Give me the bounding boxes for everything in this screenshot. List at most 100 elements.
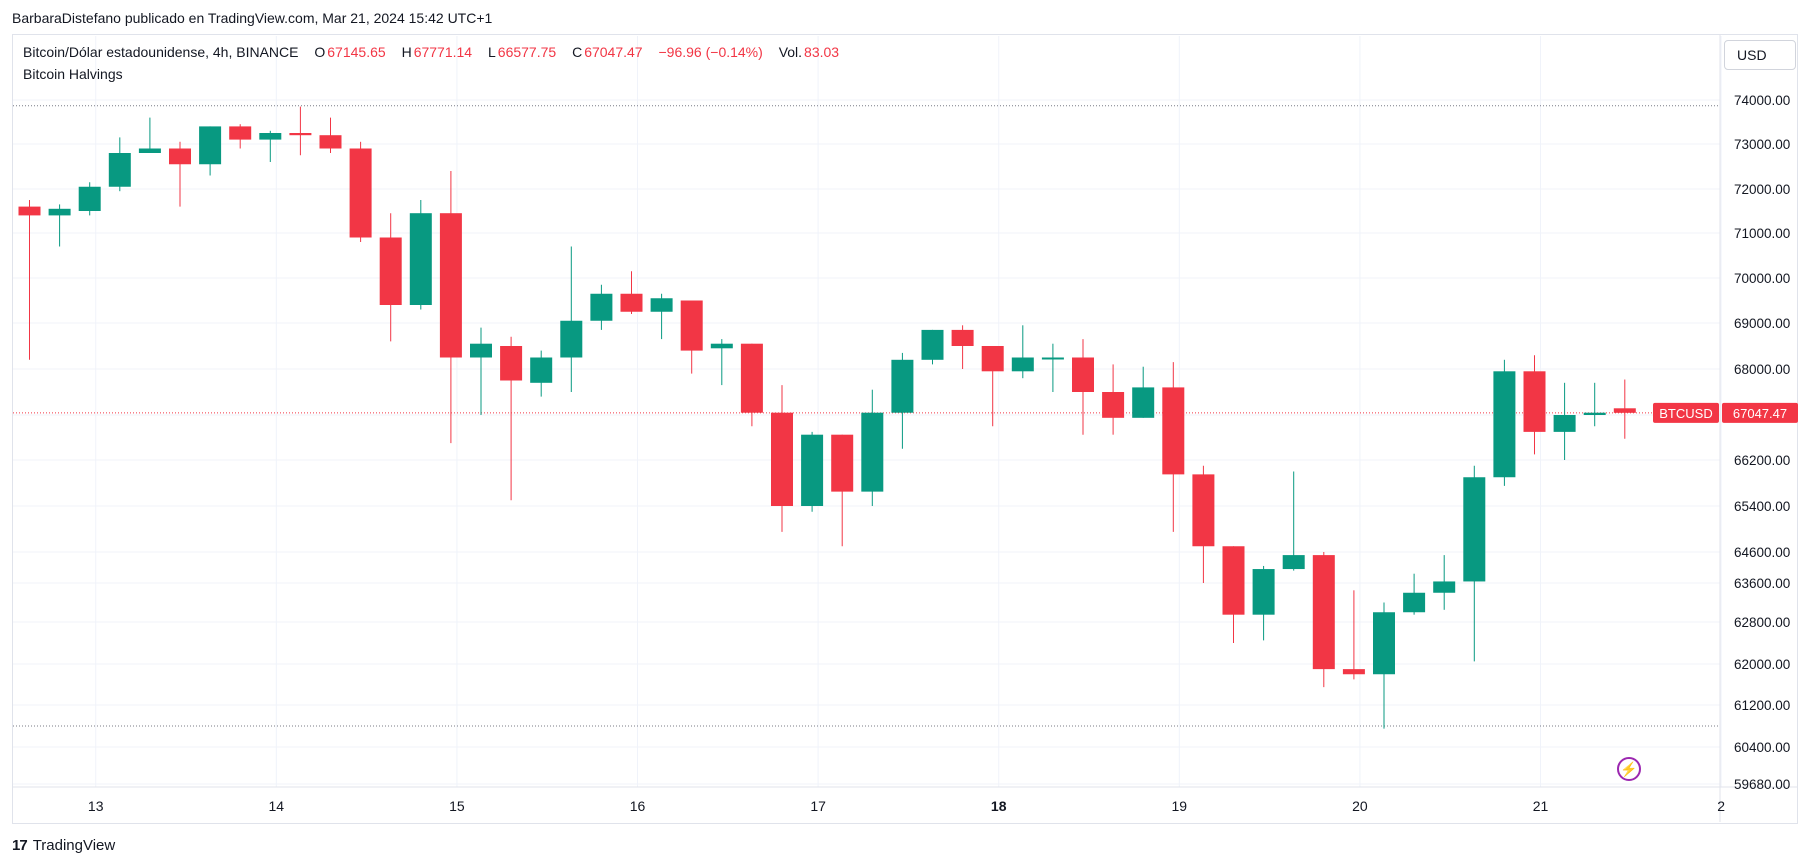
candle-body	[1011, 357, 1034, 372]
close-value: 67047.47	[584, 44, 643, 60]
last-price-tag	[1722, 402, 1798, 423]
symbol-tag-text: BTCUSD	[1659, 406, 1712, 421]
candle-body	[801, 434, 824, 506]
candle-body	[48, 208, 71, 216]
candle-body	[530, 357, 553, 383]
y-tick-label: 62000.00	[1734, 657, 1790, 672]
candle-body	[1433, 581, 1456, 593]
candle-body	[1252, 569, 1275, 615]
candle-body	[1222, 546, 1245, 615]
low-value: 66577.75	[497, 44, 557, 60]
change-value: −96.96 (−0.14%)	[658, 44, 763, 60]
candle-body	[680, 300, 703, 351]
candle-body	[379, 237, 402, 305]
y-tick-label: 65400.00	[1734, 499, 1790, 514]
attribution-text: BarbaraDistefano publicado en TradingVie…	[12, 10, 493, 26]
candle-body	[590, 293, 613, 321]
candle-body	[981, 346, 1004, 372]
candle-body	[1373, 612, 1395, 675]
candle-body	[620, 293, 643, 312]
footer-brand-text: TradingView	[32, 837, 116, 854]
candle-body	[289, 133, 312, 136]
candle-body	[891, 359, 914, 413]
candle-body	[1312, 555, 1335, 670]
candle-body	[439, 213, 462, 358]
x-tick-label: 16	[630, 798, 646, 814]
candle-body	[199, 126, 222, 165]
tradingview-logo-icon: 17	[12, 837, 28, 854]
candle-body	[921, 329, 944, 360]
candle-body	[831, 434, 854, 492]
candle-body	[500, 346, 523, 381]
x-tick-label: 13	[88, 798, 104, 814]
volume-label: Vol.	[778, 44, 803, 60]
candle-body	[1102, 392, 1125, 418]
candle-body	[1282, 555, 1305, 570]
candle-body	[710, 343, 733, 349]
candle-body	[18, 206, 41, 216]
candle-body	[319, 135, 342, 149]
candle-body	[1463, 477, 1486, 582]
candle-body	[1132, 387, 1155, 418]
candle-body	[951, 329, 974, 346]
y-tick-label: 73000.00	[1734, 137, 1790, 152]
candle-body	[409, 213, 432, 305]
footer-brand[interactable]: 17 TradingView	[12, 837, 115, 854]
y-tick-label: 72000.00	[1734, 182, 1790, 197]
candle-body	[1403, 592, 1426, 613]
y-tick-label: 74000.00	[1734, 93, 1790, 108]
ohlc-legend: Bitcoin/Dólar estadounidense, 4h, BINANC…	[23, 44, 841, 60]
close-label: C	[572, 44, 583, 60]
y-tick-label: 61200.00	[1734, 698, 1790, 713]
x-tick-label: 15	[449, 798, 465, 814]
candle-body	[1523, 371, 1546, 432]
chart-frame	[12, 34, 1798, 824]
last-price-label: 67047.47	[1733, 406, 1787, 421]
currency-button[interactable]: USD	[1724, 40, 1796, 70]
x-tick-label: 18	[991, 798, 1007, 814]
candle-body	[108, 153, 131, 187]
candle-body	[349, 148, 372, 238]
candle-body	[560, 320, 583, 358]
candle-body	[1583, 412, 1606, 415]
lightning-bolt-icon[interactable]: ⚡	[1617, 757, 1641, 781]
y-tick-label: 71000.00	[1734, 226, 1790, 241]
y-tick-label: 62800.00	[1734, 615, 1790, 630]
indicator-label[interactable]: Bitcoin Halvings	[23, 66, 123, 82]
y-tick-label: 63600.00	[1734, 576, 1790, 591]
y-tick-label: 66200.00	[1734, 453, 1790, 468]
y-tick-label: 69000.00	[1734, 316, 1790, 331]
candle-body	[229, 126, 252, 140]
open-value: 67145.65	[327, 44, 386, 60]
candle-body	[138, 148, 161, 153]
candle-body	[1553, 415, 1576, 432]
high-label: H	[401, 44, 412, 60]
candle-body	[169, 148, 191, 165]
x-tick-label: 14	[269, 798, 285, 814]
candle-body	[1342, 669, 1365, 675]
volume-value: 83.03	[804, 44, 840, 60]
x-tick-label: 2	[1717, 798, 1725, 814]
candle-body	[1162, 387, 1185, 475]
candle-body	[470, 343, 492, 358]
low-label: L	[487, 44, 496, 60]
x-tick-label: 20	[1352, 798, 1368, 814]
x-tick-label: 17	[810, 798, 826, 814]
candle-body	[1072, 357, 1094, 392]
y-tick-label: 64600.00	[1734, 545, 1790, 560]
high-value: 67771.14	[413, 44, 473, 60]
candle-body	[1192, 474, 1215, 547]
candle-body	[259, 133, 282, 140]
symbol-tag	[1653, 402, 1719, 423]
symbol-title[interactable]: Bitcoin/Dólar estadounidense, 4h, BINANC…	[23, 44, 299, 60]
y-tick-label: 59680.00	[1734, 777, 1790, 792]
candle-body	[1493, 371, 1516, 478]
y-tick-label: 68000.00	[1734, 362, 1790, 377]
candle-body	[78, 186, 101, 211]
candle-body	[650, 298, 673, 312]
x-tick-label: 19	[1172, 798, 1188, 814]
candle-body	[740, 343, 763, 413]
y-tick-label: 60400.00	[1734, 740, 1790, 755]
open-label: O	[314, 44, 326, 60]
